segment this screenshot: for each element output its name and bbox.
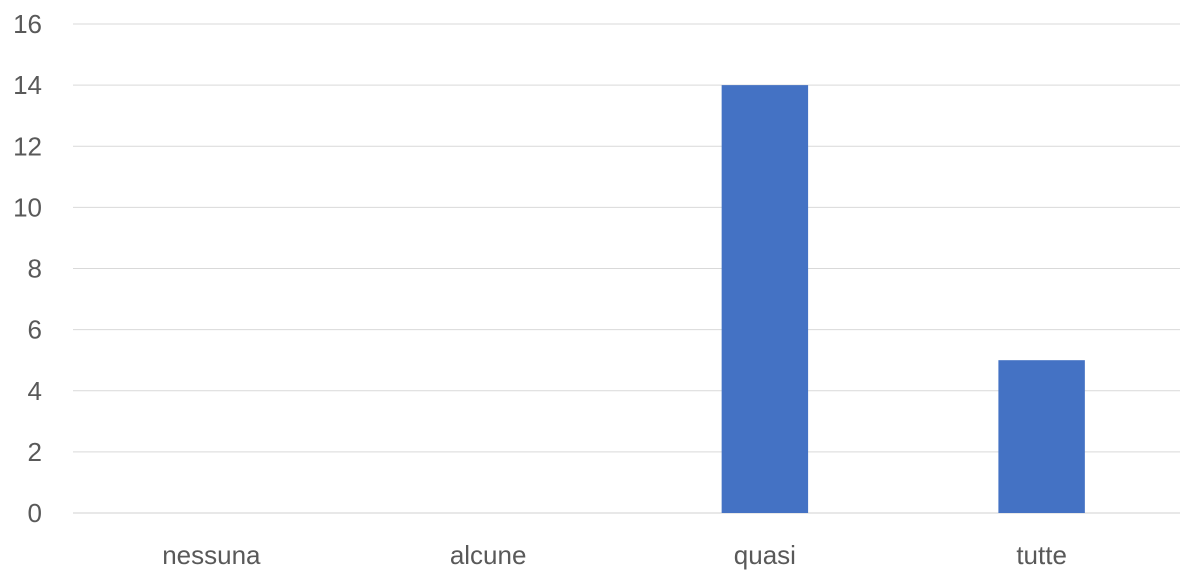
x-axis-tick-labels: nessuna alcune quasi tutte bbox=[162, 540, 1067, 570]
y-tick-label: 12 bbox=[13, 131, 42, 161]
y-tick-label: 6 bbox=[28, 315, 42, 345]
y-tick-label: 2 bbox=[28, 437, 42, 467]
gridlines bbox=[73, 23, 1180, 514]
y-tick-label: 14 bbox=[13, 70, 42, 100]
bar-quasi bbox=[721, 85, 809, 513]
x-tick-label-nessuna: nessuna bbox=[162, 540, 261, 570]
y-tick-label: 0 bbox=[28, 498, 42, 528]
x-tick-label-quasi: quasi bbox=[734, 540, 796, 570]
y-tick-label: 10 bbox=[13, 192, 42, 222]
y-tick-label: 16 bbox=[13, 9, 42, 39]
bar-tutte bbox=[998, 360, 1085, 513]
y-tick-label: 8 bbox=[28, 254, 42, 284]
x-tick-label-alcune: alcune bbox=[450, 540, 527, 570]
y-tick-label: 4 bbox=[28, 376, 42, 406]
x-tick-label-tutte: tutte bbox=[1016, 540, 1067, 570]
y-axis-tick-labels: 0 2 4 6 8 10 12 14 16 bbox=[13, 9, 42, 528]
bars bbox=[721, 85, 1085, 513]
